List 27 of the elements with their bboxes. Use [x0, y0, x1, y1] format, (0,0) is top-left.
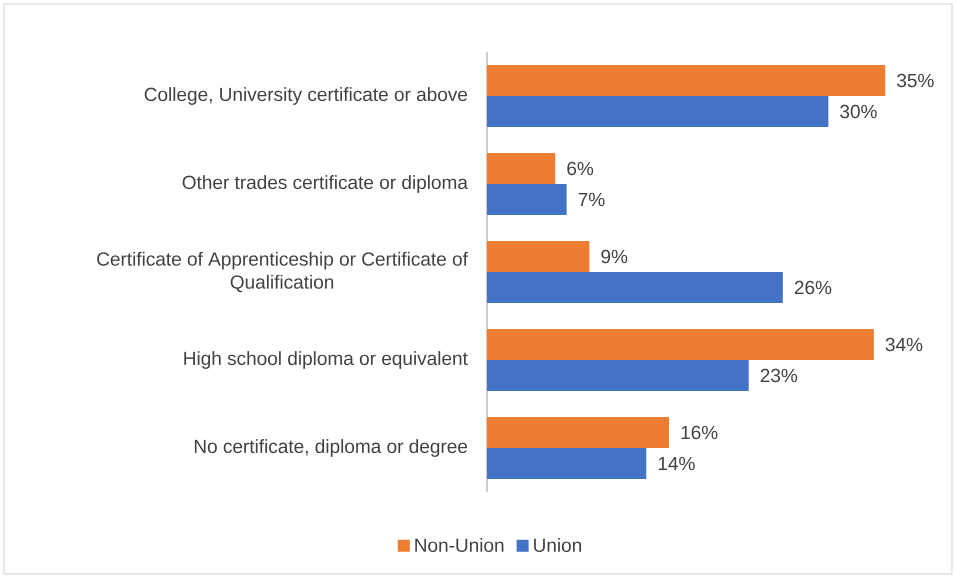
data-label: 16%	[682, 426, 718, 440]
data-label: 9%	[601, 250, 628, 264]
data-label: 26%	[794, 280, 832, 294]
bar	[487, 329, 874, 360]
bar	[487, 241, 590, 272]
bar	[487, 272, 783, 304]
bar	[487, 65, 886, 96]
bar	[487, 448, 646, 479]
bar	[487, 417, 670, 448]
y-tick-label: High school diploma or equivalent	[184, 351, 468, 369]
legend-label: Non-Union	[415, 538, 504, 552]
y-tick-label: No certificate, diploma or degree	[194, 439, 468, 457]
data-label: 30%	[840, 104, 877, 118]
bar	[487, 360, 749, 391]
data-label: 14%	[658, 456, 695, 470]
bar	[487, 96, 828, 128]
legend-label: Union	[534, 538, 582, 552]
data-label: 34%	[886, 338, 922, 352]
y-tick-label: Certificate of Apprenticeship or Certificate of Qualification	[97, 252, 468, 292]
y-tick-label: College, University certificate or above	[144, 87, 468, 105]
data-label: 23%	[760, 368, 798, 382]
bar	[487, 153, 556, 184]
data-label: 6%	[567, 162, 594, 176]
data-label: 7%	[578, 192, 604, 206]
y-tick-label: Other trades certificate or diploma	[182, 175, 468, 193]
bar	[487, 184, 567, 216]
data-label: 35%	[897, 74, 934, 88]
